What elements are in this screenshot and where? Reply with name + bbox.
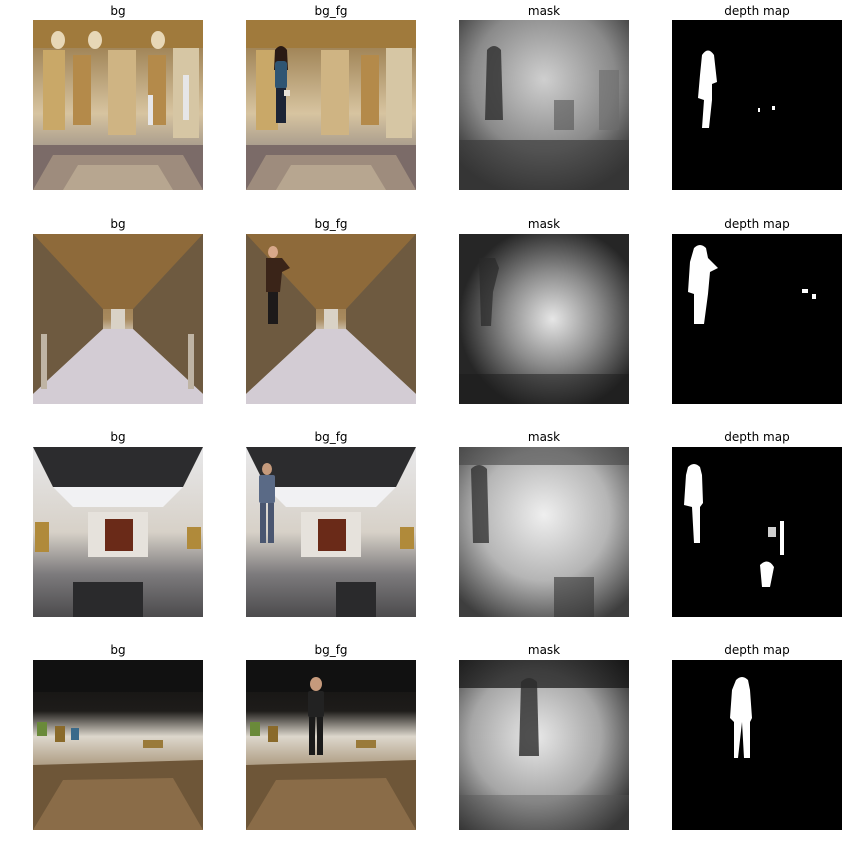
bg-fg-image-r1 <box>246 20 416 190</box>
panel-title-r4-c2: bg_fg <box>314 643 348 657</box>
depth-map-image-r1 <box>672 20 842 190</box>
panel-title-r2-c4: depth map <box>724 217 790 231</box>
bg-fg-image-r4 <box>246 660 416 830</box>
panel-title-r4-c1: bg <box>110 643 126 657</box>
panel-title-r1-c2: bg_fg <box>314 4 348 18</box>
panel-title-r3-c1: bg <box>110 430 126 444</box>
depth-map-image-r4 <box>672 660 842 830</box>
panel-title-r2-c3: mask <box>527 217 561 231</box>
bg-image-r1 <box>33 20 203 190</box>
panel-title-r1-c1: bg <box>110 4 126 18</box>
bg-fg-image-r2 <box>246 234 416 404</box>
bg-image-r4 <box>33 660 203 830</box>
bg-image-r2 <box>33 234 203 404</box>
depth-map-image-r3 <box>672 447 842 617</box>
mask-image-r1 <box>459 20 629 190</box>
panel-title-r1-c3: mask <box>527 4 561 18</box>
man-figure <box>259 463 275 543</box>
panel-title-r4-c3: mask <box>527 643 561 657</box>
panel-title-r3-c4: depth map <box>724 430 790 444</box>
panel-title-r4-c4: depth map <box>724 643 790 657</box>
woman-figure <box>266 246 290 324</box>
panel-title-r2-c2: bg_fg <box>314 217 348 231</box>
panel-title-r3-c3: mask <box>527 430 561 444</box>
man-figure <box>308 677 324 755</box>
bg-fg-image-r3 <box>246 447 416 617</box>
panel-title-r3-c2: bg_fg <box>314 430 348 444</box>
woman-figure <box>274 46 290 123</box>
depth-map-image-r2 <box>672 234 842 404</box>
mask-image-r4 <box>459 660 629 830</box>
mask-image-r3 <box>459 447 629 617</box>
panel-title-r1-c4: depth map <box>724 4 790 18</box>
panel-title-r2-c1: bg <box>110 217 126 231</box>
bg-image-r3 <box>33 447 203 617</box>
mask-image-r2 <box>459 234 629 404</box>
